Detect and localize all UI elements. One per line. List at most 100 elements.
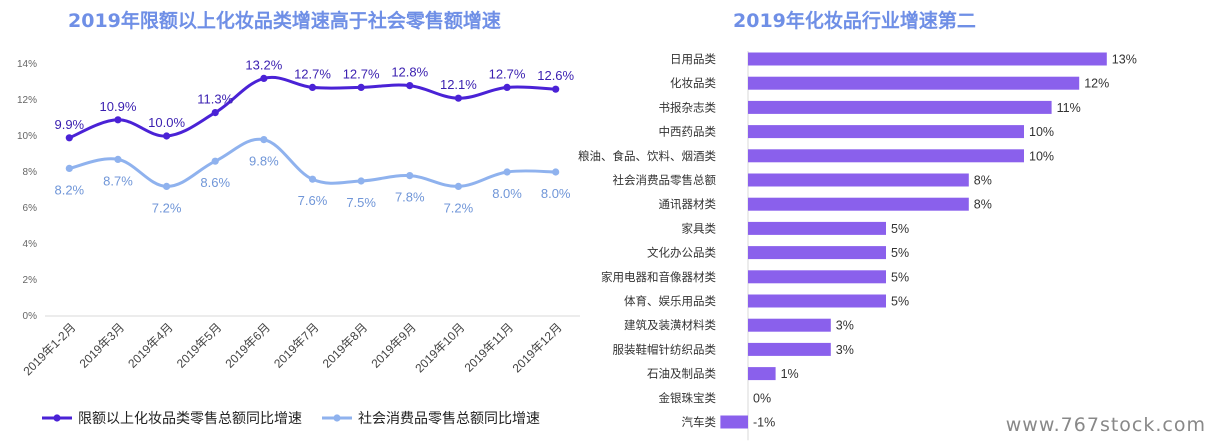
category-label: 建筑及装潢材料类 xyxy=(624,318,716,332)
value-label: 12% xyxy=(1084,77,1109,91)
category-label: 中西药品类 xyxy=(659,125,717,139)
data-point xyxy=(114,116,122,124)
bar xyxy=(748,100,1052,114)
data-label: 7.2% xyxy=(444,200,474,215)
bar xyxy=(748,125,1024,139)
category-label: 粮油、食品、饮料、烟酒类 xyxy=(578,149,716,163)
bar xyxy=(748,52,1107,66)
bar xyxy=(720,415,748,429)
data-label: 12.6% xyxy=(537,68,574,83)
legend-marker xyxy=(53,414,61,422)
category-label: 家用电器和音像器材类 xyxy=(601,270,716,284)
legend-label: 社会消费品零售总额同比增速 xyxy=(358,410,540,426)
category-label: 服装鞋帽针纺织品类 xyxy=(613,342,717,356)
bar xyxy=(748,149,1024,163)
data-point xyxy=(552,168,560,176)
value-label: -1% xyxy=(753,416,775,430)
data-label: 8.6% xyxy=(200,175,230,190)
data-label: 7.5% xyxy=(346,195,376,210)
bar xyxy=(748,318,831,332)
legend-label: 限额以上化妆品类零售总额同比增速 xyxy=(78,410,302,426)
data-point xyxy=(114,155,122,163)
bar xyxy=(748,294,886,308)
data-point xyxy=(503,83,511,91)
category-label: 家具类 xyxy=(682,221,717,235)
bar xyxy=(748,270,886,284)
bar xyxy=(748,197,969,211)
y-tick-label: 6% xyxy=(23,203,38,214)
y-tick-label: 8% xyxy=(23,167,38,178)
data-point xyxy=(65,164,73,172)
data-point xyxy=(503,168,511,176)
data-label: 9.8% xyxy=(249,154,279,169)
bar-chart-title: 2019年化妆品行业增速第二 xyxy=(733,10,976,32)
category-label: 文化办公品类 xyxy=(647,246,716,260)
y-tick-label: 12% xyxy=(17,95,37,106)
y-tick-label: 4% xyxy=(23,239,38,250)
data-label: 10.9% xyxy=(100,99,137,114)
bar xyxy=(748,173,969,187)
value-label: 0% xyxy=(753,391,771,405)
category-label: 书报杂志类 xyxy=(659,100,717,114)
y-tick-label: 2% xyxy=(23,275,38,286)
category-label: 日用品类 xyxy=(670,52,716,66)
value-label: 1% xyxy=(781,367,799,381)
value-label: 8% xyxy=(974,174,992,188)
data-point xyxy=(454,94,463,102)
category-label: 化妆品类 xyxy=(670,76,716,90)
bar xyxy=(748,367,776,381)
bar xyxy=(748,76,1080,90)
category-label: 通讯器材类 xyxy=(659,197,717,211)
data-label: 12.7% xyxy=(343,66,380,81)
data-label: 7.6% xyxy=(298,193,328,208)
data-point xyxy=(552,85,560,93)
data-label: 12.8% xyxy=(391,65,428,80)
y-tick-label: 14% xyxy=(17,59,37,70)
data-label: 8.7% xyxy=(103,173,133,188)
y-tick-label: 10% xyxy=(17,131,37,142)
data-label: 12.1% xyxy=(440,77,477,92)
data-point xyxy=(357,83,365,91)
value-label: 5% xyxy=(891,295,909,309)
data-label: 7.8% xyxy=(395,190,425,205)
data-point xyxy=(260,74,268,82)
category-label: 汽车类 xyxy=(682,415,717,429)
data-point xyxy=(211,109,219,117)
data-point xyxy=(308,83,317,91)
line-chart-title: 2019年限额以上化妆品类增速高于社会零售额增速 xyxy=(68,10,501,32)
value-label: 5% xyxy=(891,270,909,284)
data-point xyxy=(211,157,219,165)
data-label: 12.7% xyxy=(294,66,331,81)
data-point xyxy=(65,134,73,142)
value-label: 8% xyxy=(974,198,992,212)
bar xyxy=(748,342,831,356)
bar xyxy=(748,246,886,260)
value-label: 11% xyxy=(1057,101,1081,115)
category-label: 石油及制品类 xyxy=(647,367,716,381)
data-label: 10.0% xyxy=(148,115,185,130)
data-point xyxy=(406,172,414,180)
data-label: 8.0% xyxy=(492,186,522,201)
data-point xyxy=(308,175,317,183)
value-label: 5% xyxy=(891,222,909,236)
line-chart: 0%2%4%6%8%10%12%14%2019年1-2月2019年3月2019年… xyxy=(17,57,580,426)
legend-marker xyxy=(333,414,341,422)
data-point xyxy=(406,82,414,90)
category-label: 体育、娱乐用品类 xyxy=(624,294,716,308)
value-label: 10% xyxy=(1029,125,1054,139)
value-label: 5% xyxy=(891,246,909,260)
value-label: 3% xyxy=(836,343,854,357)
data-label: 9.9% xyxy=(54,117,84,132)
value-label: 10% xyxy=(1029,149,1054,163)
category-label: 社会消费品零售总额 xyxy=(613,173,717,187)
data-label: 11.3% xyxy=(197,92,233,107)
data-label: 13.2% xyxy=(245,57,282,72)
data-point xyxy=(162,132,171,140)
site-watermark: www.767stock.com xyxy=(1005,414,1206,436)
bar xyxy=(748,221,886,235)
data-label: 8.2% xyxy=(54,182,84,197)
data-point xyxy=(454,182,463,190)
category-label: 金银珠宝类 xyxy=(659,391,717,405)
value-label: 13% xyxy=(1112,53,1137,67)
